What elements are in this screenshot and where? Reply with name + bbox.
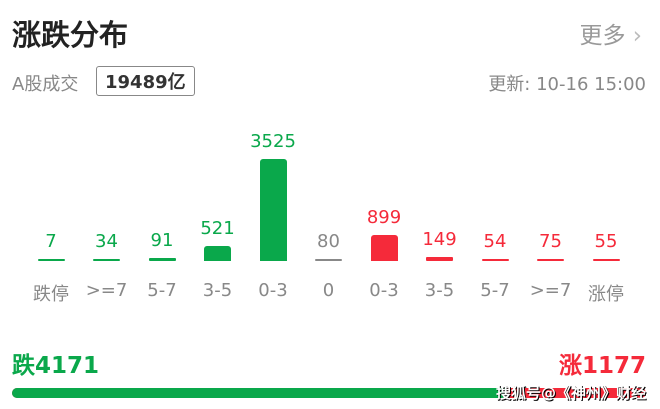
- category-label: 0-3: [369, 280, 399, 301]
- bar: [481, 259, 509, 261]
- bar: [204, 245, 231, 261]
- up-count: 涨1177: [558, 353, 646, 379]
- bar-value-label: 54: [483, 231, 507, 252]
- category-label: 5-7: [480, 280, 510, 301]
- category-label: 5-7: [147, 280, 177, 301]
- category-label: >=7: [529, 280, 572, 301]
- down-count: 跌4171: [12, 353, 100, 379]
- ratio-bar: [12, 388, 646, 398]
- more-label: 更多: [579, 23, 626, 49]
- bar: [148, 258, 176, 261]
- bar-value-label: 521: [200, 217, 235, 239]
- watermark: 搜狐号@《神州》财经: [495, 384, 646, 402]
- category-label: 跌停: [33, 284, 69, 305]
- turnover-value: 19489亿: [96, 66, 195, 96]
- bar-value-label: 34: [95, 231, 118, 252]
- bar-value-label: 899: [366, 206, 402, 228]
- bar: [315, 258, 342, 261]
- bar: [592, 259, 620, 261]
- update-time: 更新: 10-16 15:00: [488, 74, 646, 95]
- category-label: 3-5: [202, 280, 233, 301]
- turnover-label: A股成交: [12, 74, 79, 95]
- bar-value-label: 149: [422, 228, 457, 250]
- chevron-right-icon: ›: [632, 23, 642, 49]
- category-label: 0-3: [258, 280, 288, 301]
- bar-value-label: 91: [150, 230, 174, 252]
- page-title: 涨跌分布: [12, 18, 129, 52]
- category-label: 涨停: [588, 284, 624, 305]
- bar: [37, 259, 65, 261]
- category-label: 0: [322, 280, 335, 301]
- bar-value-label: 80: [317, 230, 340, 252]
- category-label: >=7: [85, 280, 128, 301]
- bar-value-label: 55: [594, 231, 618, 252]
- bar: [370, 234, 398, 261]
- bar-value-label: 3525: [250, 131, 296, 152]
- bar: [93, 259, 120, 261]
- bar: [426, 256, 453, 261]
- bar-value-label: 75: [539, 230, 562, 252]
- bar-value-label: 7: [45, 231, 57, 252]
- ratio-bar-down-fill: [12, 388, 507, 398]
- bar: [259, 159, 287, 261]
- more-button[interactable]: 更多 ›: [579, 16, 642, 50]
- bar: [537, 258, 564, 261]
- category-label: 3-5: [424, 280, 455, 301]
